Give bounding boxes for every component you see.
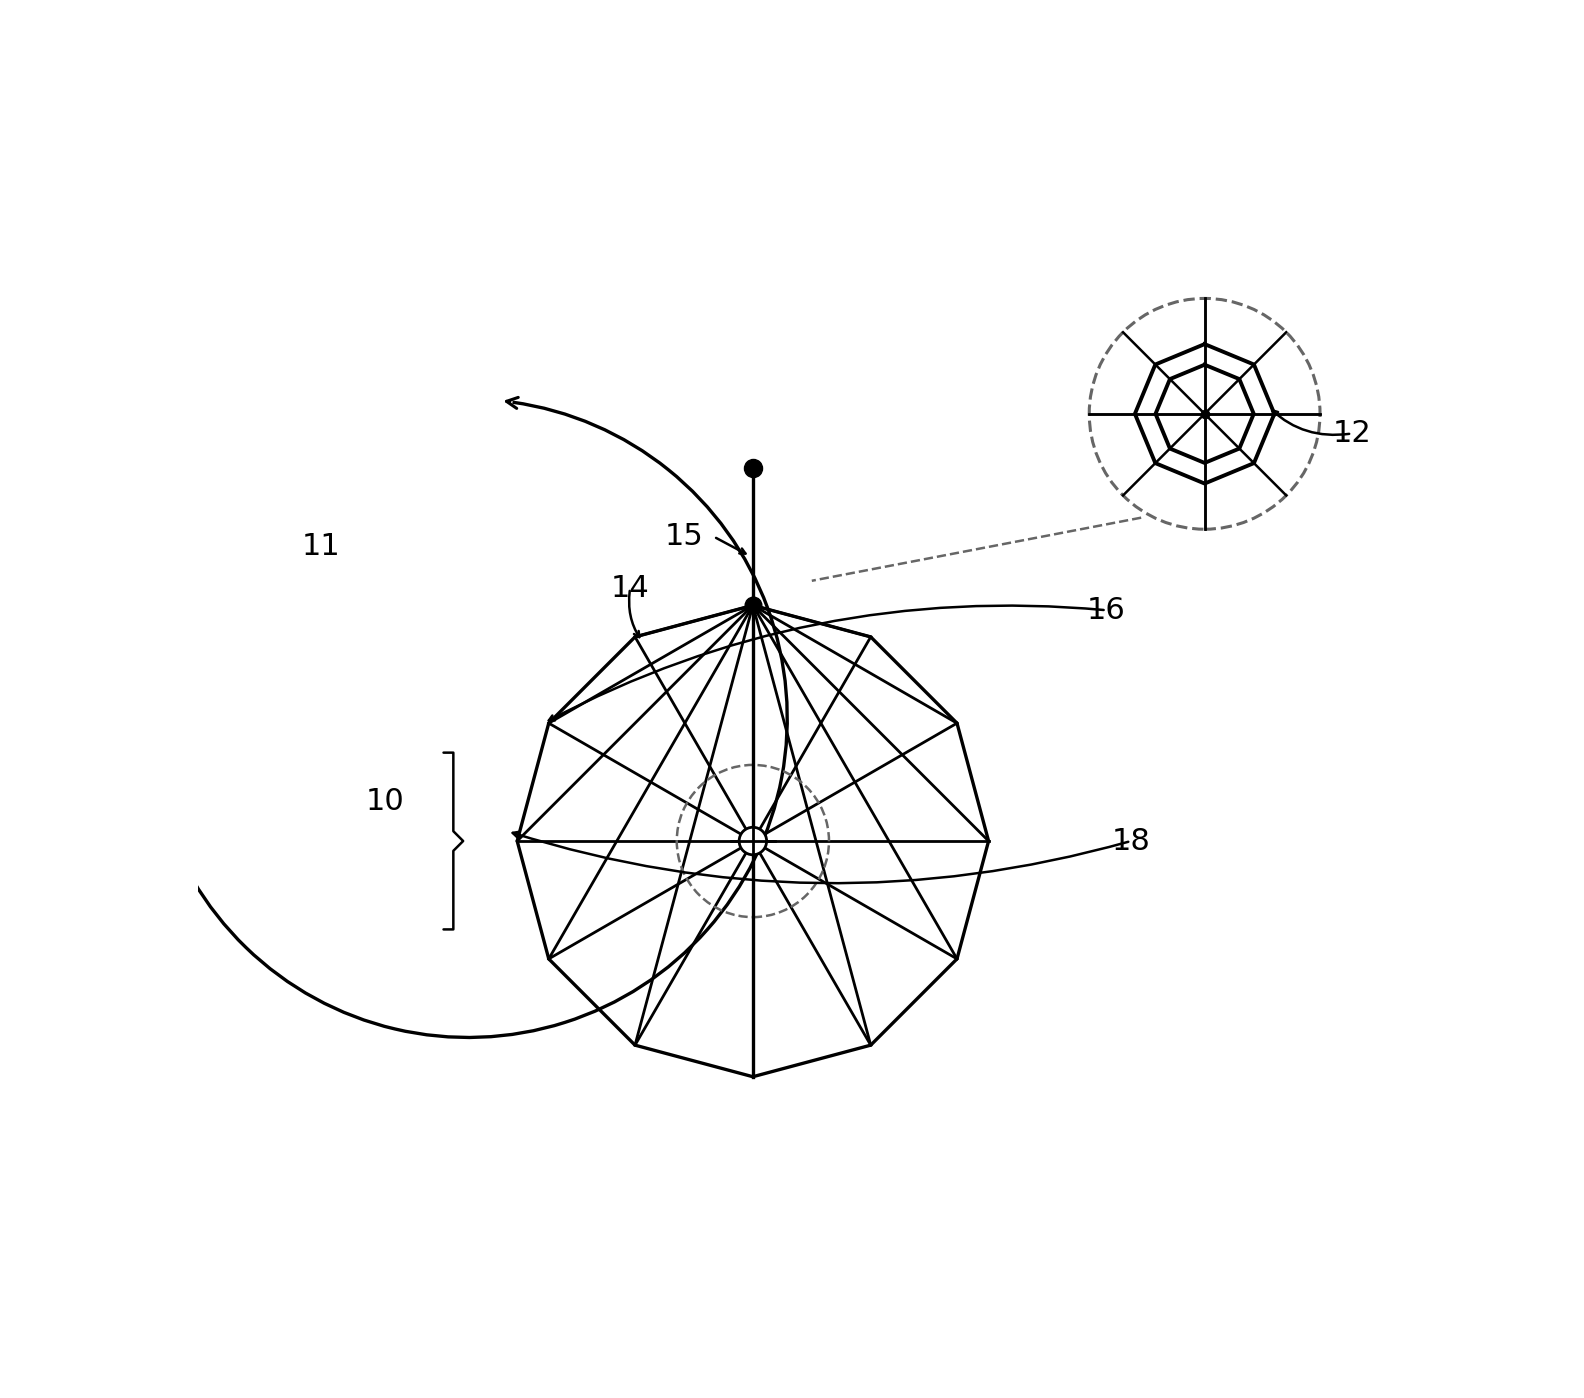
Text: 16: 16 [1087,596,1126,625]
Text: 15: 15 [665,521,703,551]
Text: 10: 10 [366,787,404,816]
Text: 11: 11 [301,531,341,561]
Circle shape [740,828,767,854]
Text: 18: 18 [1112,826,1150,856]
Text: 12: 12 [1332,419,1372,447]
Text: 14: 14 [611,573,649,603]
